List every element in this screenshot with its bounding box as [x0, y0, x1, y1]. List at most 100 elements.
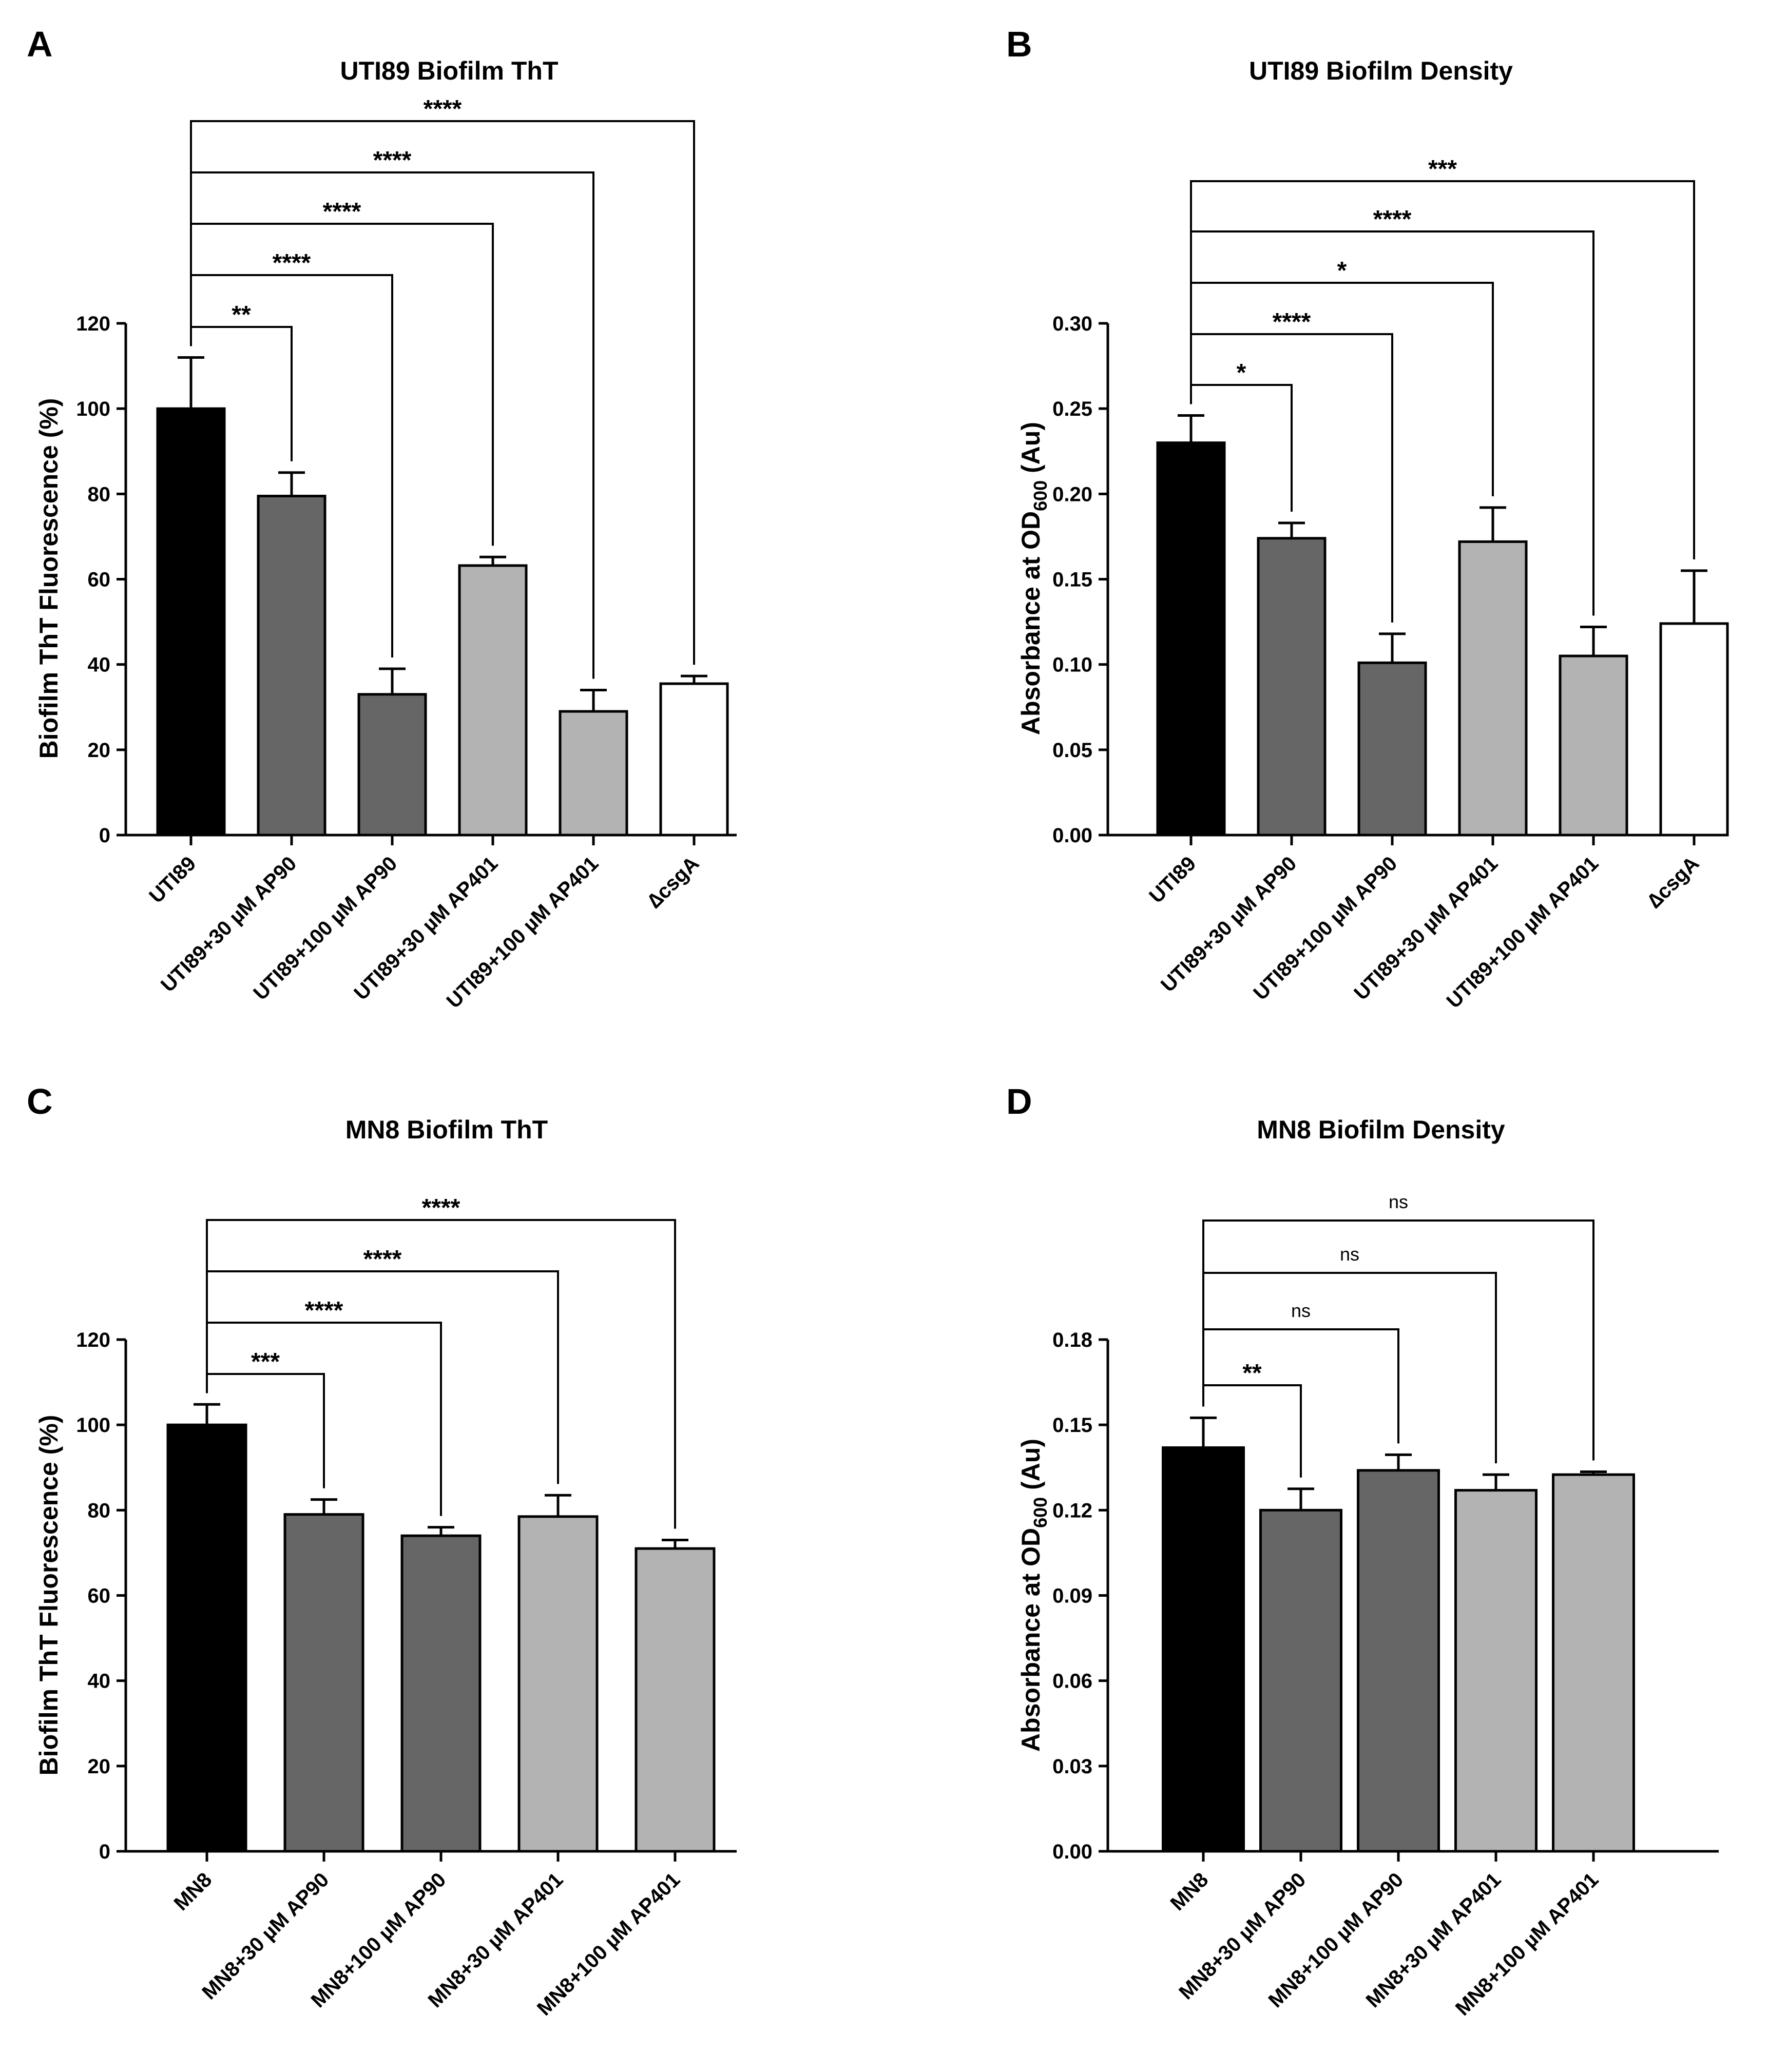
bar: [635, 1547, 716, 1853]
y-axis-label-subscript: 600: [1030, 480, 1051, 511]
y-tick-label: 120: [76, 1329, 110, 1351]
significance-label: ****: [373, 147, 412, 174]
significance-bracket: [1202, 1219, 1594, 1461]
panel-d: D MN8 Biofilm Density Absorbance at OD600 …: [1006, 1081, 1719, 2020]
y-tick-label: 120: [76, 313, 110, 335]
chart-title: MN8 Biofilm Density: [1257, 1115, 1505, 1144]
bar: [1552, 1473, 1635, 1853]
y-tick-label: 0.12: [1052, 1499, 1092, 1522]
significance-label: ***: [1428, 156, 1457, 183]
y-axis-label-main: Absorbance at OD: [1016, 511, 1045, 735]
y-axis-label: Absorbance at OD600 (Au): [1016, 1439, 1051, 1752]
bar: [1259, 1508, 1342, 1853]
bar: [357, 693, 427, 837]
panel-letter: A: [27, 24, 53, 64]
significance-label: ****: [363, 1246, 402, 1273]
y-tick-label: 60: [88, 569, 111, 591]
y-tick-label: 0.15: [1052, 569, 1092, 591]
bar: [283, 1513, 364, 1853]
significance-bracket: [190, 223, 494, 546]
y-axis-label-subscript: 600: [1030, 1497, 1051, 1528]
significance-label: ****: [1373, 206, 1412, 233]
y-tick-label: 0.30: [1052, 313, 1092, 335]
x-tick-label: MN8: [1166, 1868, 1213, 1915]
significance-label: ****: [273, 249, 311, 277]
significance-label: **: [232, 301, 251, 328]
significance-label: ****: [305, 1297, 343, 1324]
y-axis-label: Biofilm ThT Fluorescence (%): [34, 398, 63, 759]
x-tick-label: ∆csgA: [643, 852, 704, 913]
bar: [166, 1423, 247, 1853]
y-tick-label: 40: [88, 654, 111, 676]
x-tick-label: UTI89: [145, 852, 200, 907]
bar: [156, 407, 226, 837]
y-tick-label: 100: [76, 398, 110, 420]
significance-label: *: [1237, 359, 1246, 386]
bar: [517, 1515, 599, 1853]
significance-label: ****: [422, 1194, 460, 1222]
chart-title: UTI89 Biofilm ThT: [340, 56, 559, 85]
y-tick-label: 0.06: [1052, 1670, 1092, 1693]
panel-letter: D: [1006, 1081, 1032, 1121]
x-tick-label: UTI89: [1145, 852, 1200, 907]
bar: [1156, 441, 1226, 837]
bar: [659, 682, 729, 837]
significance-label: ns: [1389, 1191, 1408, 1212]
panel-letter: C: [27, 1081, 53, 1121]
y-tick-label: 0: [99, 824, 110, 847]
y-tick-label: 0.05: [1052, 739, 1092, 762]
y-tick-label: 80: [88, 483, 111, 506]
chart-title: UTI89 Biofilm Density: [1249, 56, 1513, 85]
bar: [559, 710, 628, 837]
y-axis-label: Biofilm ThT Fluorescence (%): [34, 1415, 63, 1776]
bar: [458, 564, 528, 837]
significance-bracket: [1190, 282, 1494, 496]
y-tick-label: 0.00: [1052, 824, 1092, 847]
significance-bracket: [206, 1270, 559, 1484]
significance-label: **: [1242, 1360, 1262, 1387]
y-tick-label: 60: [88, 1585, 111, 1608]
y-tick-label: 0.15: [1052, 1414, 1092, 1437]
significance-label: ****: [1273, 308, 1311, 336]
bar: [1357, 661, 1427, 837]
chart-title: MN8 Biofilm ThT: [345, 1115, 548, 1144]
y-tick-label: 80: [88, 1499, 111, 1522]
x-tick-label: MN8+30 µM AP90: [198, 1868, 333, 2004]
y-tick-label: 0: [99, 1841, 110, 1863]
significance-label: ****: [424, 95, 462, 123]
significance-bracket: [206, 1219, 676, 1529]
significance-label: *: [1337, 257, 1347, 284]
bar: [400, 1534, 482, 1853]
significance-label: ****: [323, 198, 361, 225]
y-axis-label-main: Absorbance at OD: [1016, 1528, 1045, 1752]
significance-label: ns: [1340, 1244, 1359, 1265]
x-tick-label: ∆csgA: [1643, 852, 1704, 913]
bar: [1257, 537, 1327, 837]
y-axis-label-suffix: (Au): [1016, 422, 1045, 480]
bar: [1659, 622, 1729, 837]
panel-b: B UTI89 Biofilm Density Absorbance at OD60…: [1006, 24, 1729, 1013]
panel-c: C MN8 Biofilm ThT Biofilm ThT Fluorescence…: [27, 1081, 737, 2020]
y-axis-label: Absorbance at OD600 (Au): [1016, 422, 1051, 735]
y-axis-label-suffix: (Au): [1016, 1439, 1045, 1497]
significance-bracket: [1190, 180, 1695, 559]
bar: [1559, 654, 1628, 837]
bar: [1357, 1469, 1440, 1853]
y-tick-label: 0.20: [1052, 483, 1092, 506]
y-tick-label: 0.00: [1052, 1841, 1092, 1863]
y-tick-label: 0.03: [1052, 1755, 1092, 1778]
y-tick-label: 100: [76, 1414, 110, 1437]
significance-label: ***: [251, 1348, 280, 1376]
x-tick-label: MN8: [170, 1868, 217, 1915]
y-tick-label: 0.25: [1052, 398, 1092, 420]
panel-a: A UTI89 Biofilm ThT Biofilm ThT Fluorescen…: [27, 24, 737, 1013]
y-tick-label: 0.18: [1052, 1329, 1092, 1351]
significance-label: ns: [1291, 1300, 1311, 1321]
bar: [1454, 1489, 1538, 1853]
significance-bracket: [190, 120, 695, 665]
y-tick-label: 40: [88, 1670, 111, 1693]
y-tick-label: 20: [88, 739, 111, 762]
bar: [257, 494, 326, 837]
y-tick-label: 0.10: [1052, 654, 1092, 676]
